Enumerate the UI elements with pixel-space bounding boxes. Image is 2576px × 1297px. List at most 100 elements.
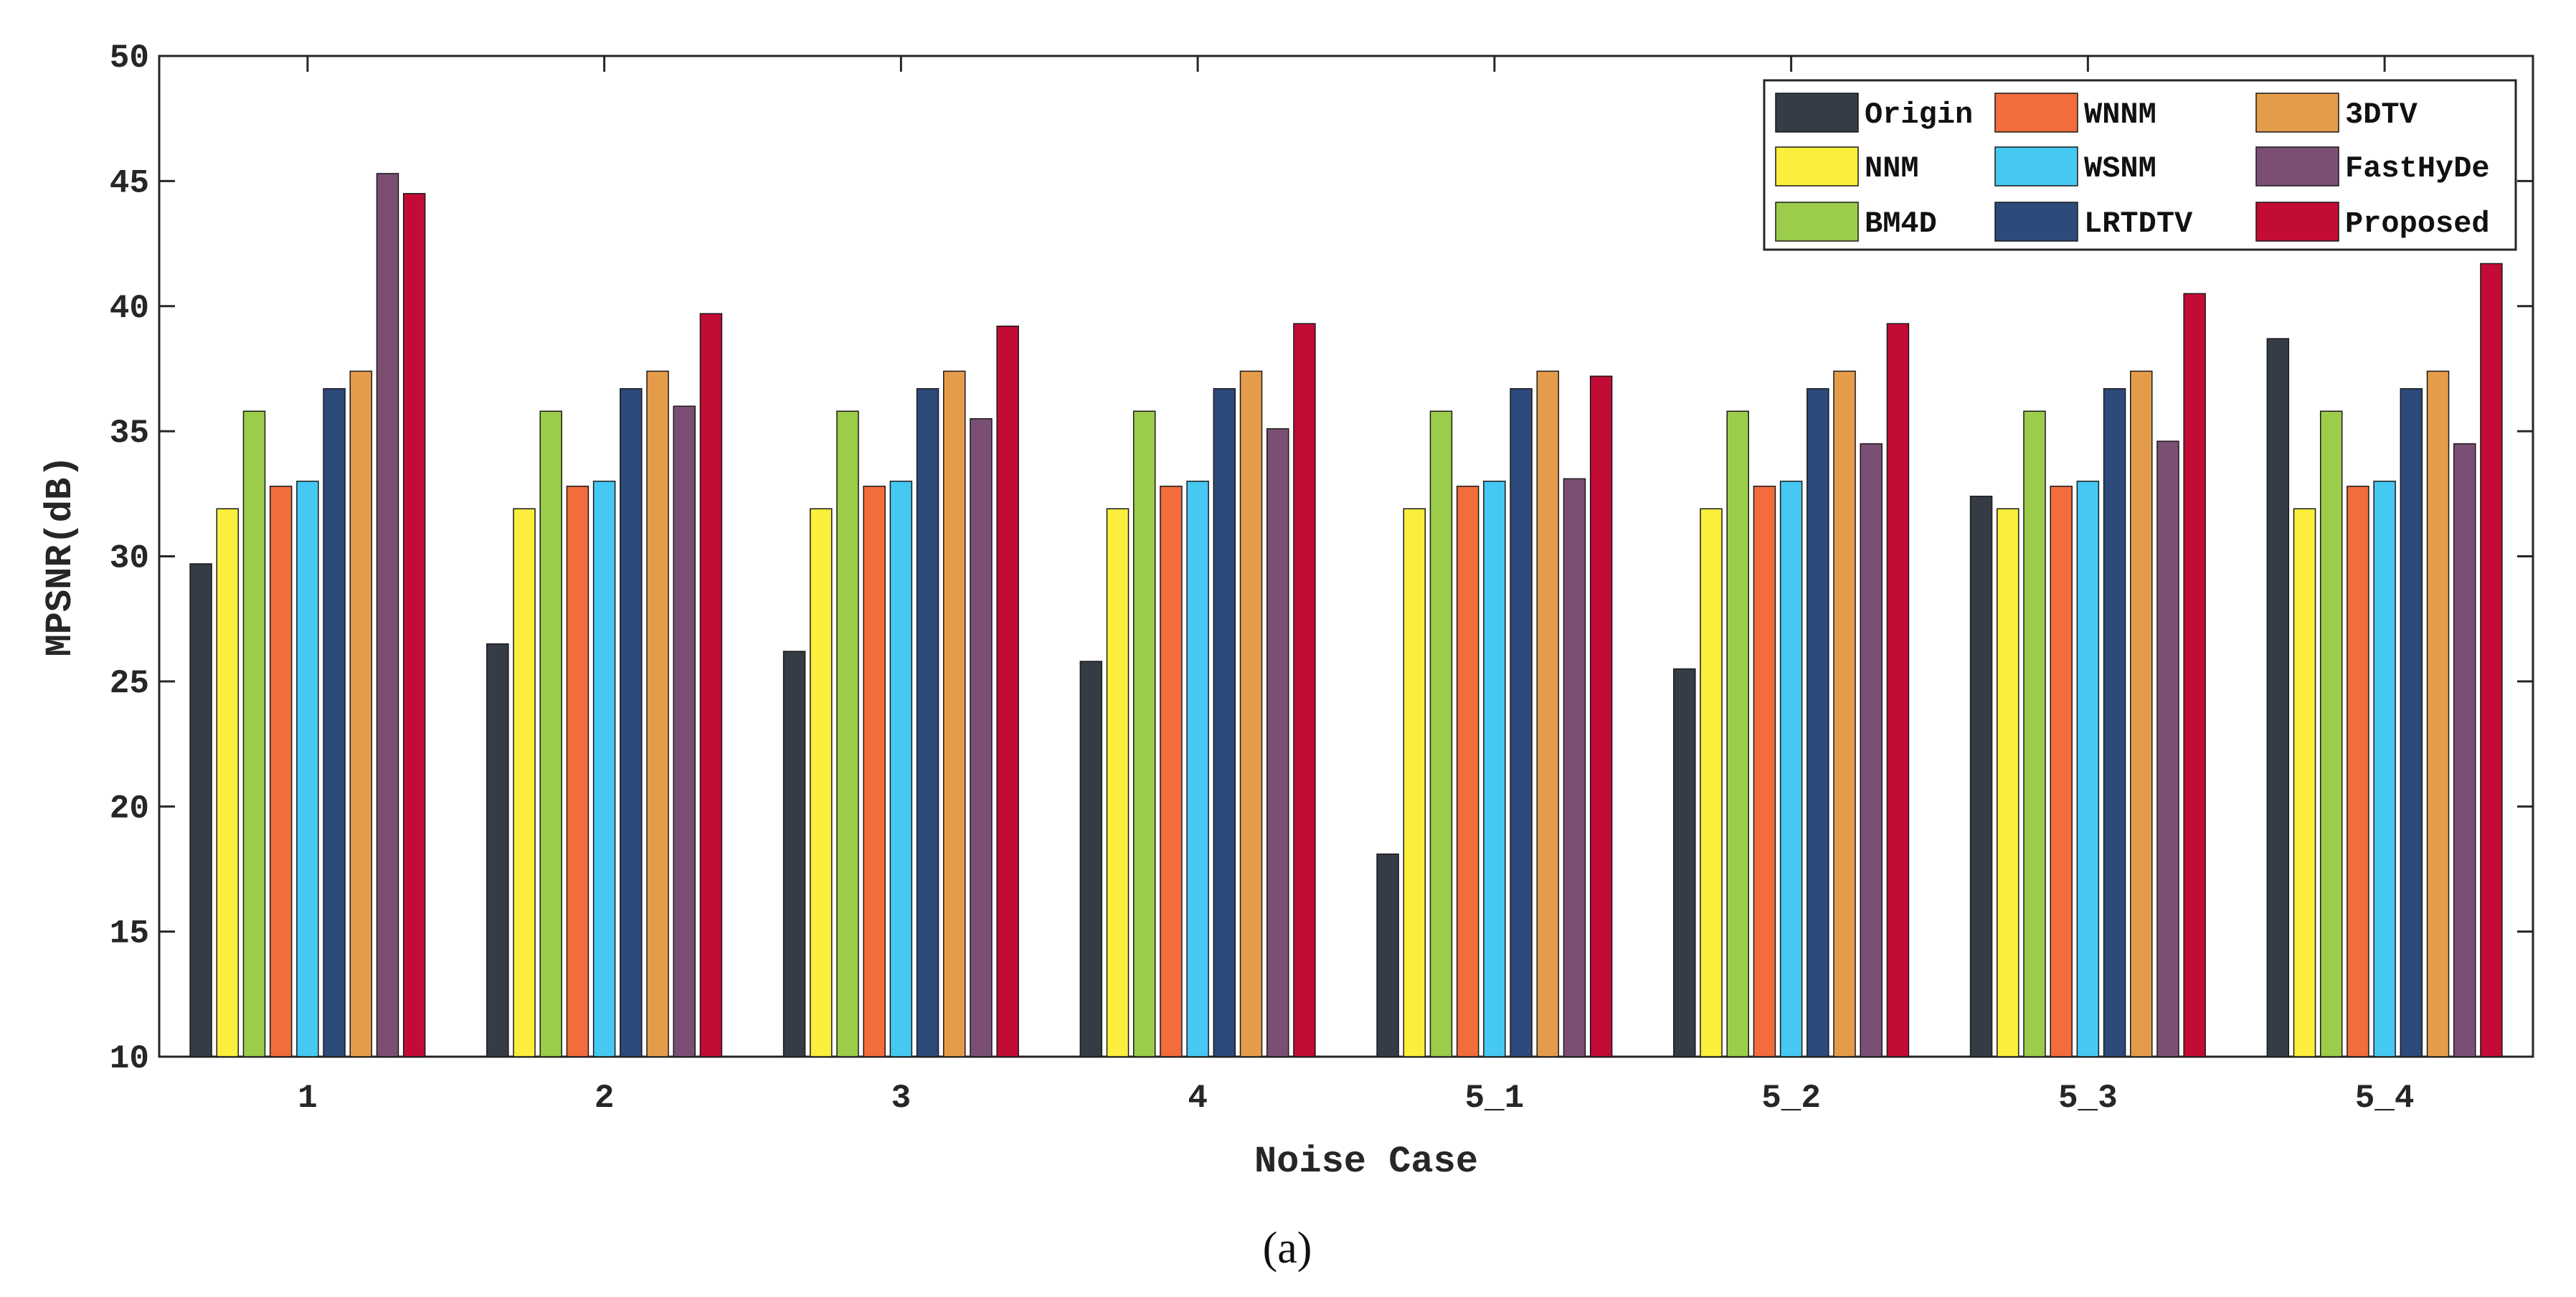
- legend-box: [1763, 79, 2517, 251]
- bar-wsnm-2: [592, 481, 616, 1057]
- bar-wnnm-2: [566, 486, 589, 1057]
- figure-caption: (a): [1263, 1224, 1312, 1273]
- bar-wsnm-5_2: [1779, 481, 1803, 1057]
- bar-nnm-5_1: [1403, 508, 1426, 1057]
- bar-bm4d-3: [836, 410, 859, 1057]
- x-tick-label: 5_1: [1464, 1080, 1524, 1117]
- bar-nnm-1: [216, 508, 240, 1057]
- bar-proposed-2: [699, 313, 723, 1057]
- bar-bm4d-4: [1132, 410, 1156, 1057]
- x-tick-label: 5_4: [2355, 1080, 2415, 1117]
- legend-label-origin: Origin: [1865, 98, 1973, 132]
- bar-3dtv-5_1: [1536, 370, 1560, 1057]
- bar-3dtv-5_2: [1833, 370, 1856, 1057]
- bar-bm4d-5_1: [1429, 410, 1453, 1057]
- bar-wsnm-4: [1186, 481, 1209, 1057]
- bar-bm4d-5_3: [2023, 410, 2046, 1057]
- bar-fasthyde-2: [673, 405, 696, 1057]
- legend-label-wnnm: WNNM: [2084, 98, 2156, 132]
- bar-nnm-5_4: [2293, 508, 2316, 1057]
- bar-wnnm-4: [1160, 486, 1183, 1057]
- y-tick-label: 10: [110, 1040, 149, 1077]
- bar-origin-5_4: [2266, 338, 2290, 1057]
- bar-origin-5_1: [1376, 853, 1399, 1057]
- legend-label-fasthyde: FastHyDe: [2345, 151, 2490, 186]
- bar-fasthyde-5_1: [1563, 478, 1586, 1057]
- bar-nnm-4: [1106, 508, 1130, 1057]
- bar-wsnm-5_1: [1483, 481, 1506, 1057]
- bar-wnnm-1: [269, 486, 293, 1057]
- bar-origin-5_2: [1673, 668, 1696, 1057]
- bar-proposed-5_4: [2480, 263, 2503, 1057]
- bar-3dtv-1: [349, 370, 373, 1057]
- y-tick-label: 30: [110, 540, 149, 577]
- bar-fasthyde-3: [970, 418, 993, 1057]
- legend-label-bm4d: BM4D: [1865, 207, 1937, 241]
- x-tick-label: 5_3: [2058, 1080, 2118, 1117]
- bar-lrtdtv-1: [323, 388, 346, 1057]
- bar-lrtdtv-5_3: [2103, 388, 2126, 1057]
- bar-fasthyde-5_3: [2156, 440, 2179, 1057]
- bar-nnm-5_2: [1700, 508, 1723, 1057]
- y-axis-title: MPSNR(dB): [39, 456, 82, 657]
- y-tick-label: 15: [110, 915, 149, 953]
- bar-wnnm-5_3: [2050, 486, 2073, 1057]
- y-tick-label: 35: [110, 415, 149, 452]
- bar-proposed-3: [996, 325, 1019, 1057]
- bar-lrtdtv-5_4: [2400, 388, 2423, 1057]
- y-tick-label: 45: [110, 164, 149, 202]
- bar-wsnm-1: [296, 481, 319, 1057]
- y-tick-label: 40: [110, 290, 149, 327]
- x-tick-label: 5_2: [1761, 1080, 1821, 1117]
- bar-nnm-5_3: [1997, 508, 2019, 1057]
- legend-swatch-wnnm: [1994, 93, 2078, 133]
- bar-wnnm-5_4: [2347, 486, 2369, 1057]
- bar-bm4d-5_4: [2319, 410, 2343, 1057]
- bar-proposed-1: [402, 193, 426, 1057]
- bar-lrtdtv-5_1: [1510, 388, 1533, 1057]
- x-tick-label: 3: [891, 1080, 911, 1117]
- bar-bm4d-2: [539, 410, 562, 1057]
- legend-label-3dtv: 3DTV: [2345, 98, 2418, 132]
- legend-label-wsnm: WSNM: [2084, 151, 2156, 186]
- bar-proposed-5_1: [1589, 375, 1613, 1057]
- legend-label-nnm: NNM: [1865, 151, 1919, 186]
- x-tick-labels: 1 2 3 4 5_1 5_2 5_3 5_4: [298, 1080, 2414, 1117]
- bar-origin-1: [189, 563, 212, 1057]
- legend-swatch-fasthyde: [2255, 146, 2339, 187]
- bar-bm4d-1: [242, 410, 266, 1057]
- bar-3dtv-3: [943, 370, 966, 1057]
- bar-fasthyde-5_4: [2453, 443, 2476, 1057]
- y-tick-label: 25: [110, 665, 149, 702]
- bar-fasthyde-5_2: [1860, 443, 1883, 1057]
- legend-swatch-proposed: [2255, 202, 2339, 242]
- bar-proposed-5_3: [2183, 293, 2206, 1057]
- bar-3dtv-2: [646, 370, 669, 1057]
- bar-bm4d-5_2: [1726, 410, 1749, 1057]
- legend-label-proposed: Proposed: [2345, 207, 2490, 241]
- bar-origin-4: [1079, 661, 1103, 1057]
- bar-wsnm-5_3: [2076, 481, 2100, 1057]
- bar-proposed-5_2: [1886, 323, 1910, 1057]
- legend-swatch-wsnm: [1994, 146, 2078, 187]
- x-tick-label: 2: [595, 1080, 615, 1117]
- bar-3dtv-5_3: [2130, 370, 2153, 1057]
- legend-swatch-3dtv: [2255, 93, 2339, 133]
- x-axis-title: Noise Case: [1254, 1141, 1478, 1183]
- bar-wsnm-3: [889, 481, 913, 1057]
- bar-lrtdtv-4: [1213, 388, 1236, 1057]
- bar-marks: [189, 173, 2503, 1057]
- bar-origin-2: [486, 643, 509, 1057]
- legend-swatch-bm4d: [1775, 202, 1859, 242]
- legend-label-lrtdtv: LRTDTV: [2084, 207, 2193, 241]
- bar-origin-5_3: [1969, 496, 1993, 1057]
- bar-lrtdtv-2: [620, 388, 643, 1057]
- y-tick-labels: 10 15 20 25 30 35 40 45 50: [110, 39, 149, 1077]
- bar-proposed-4: [1293, 323, 1316, 1057]
- y-tick-label: 20: [110, 790, 149, 827]
- bar-wnnm-5_2: [1753, 486, 1776, 1057]
- legend-swatch-origin: [1775, 93, 1859, 133]
- y-tick-label: 50: [110, 39, 149, 77]
- legend-swatch-nnm: [1775, 146, 1859, 187]
